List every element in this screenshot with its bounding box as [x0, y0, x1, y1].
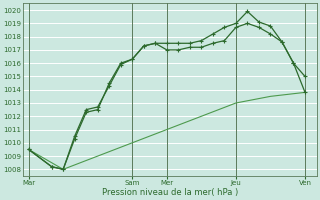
X-axis label: Pression niveau de la mer( hPa ): Pression niveau de la mer( hPa ) — [101, 188, 238, 197]
